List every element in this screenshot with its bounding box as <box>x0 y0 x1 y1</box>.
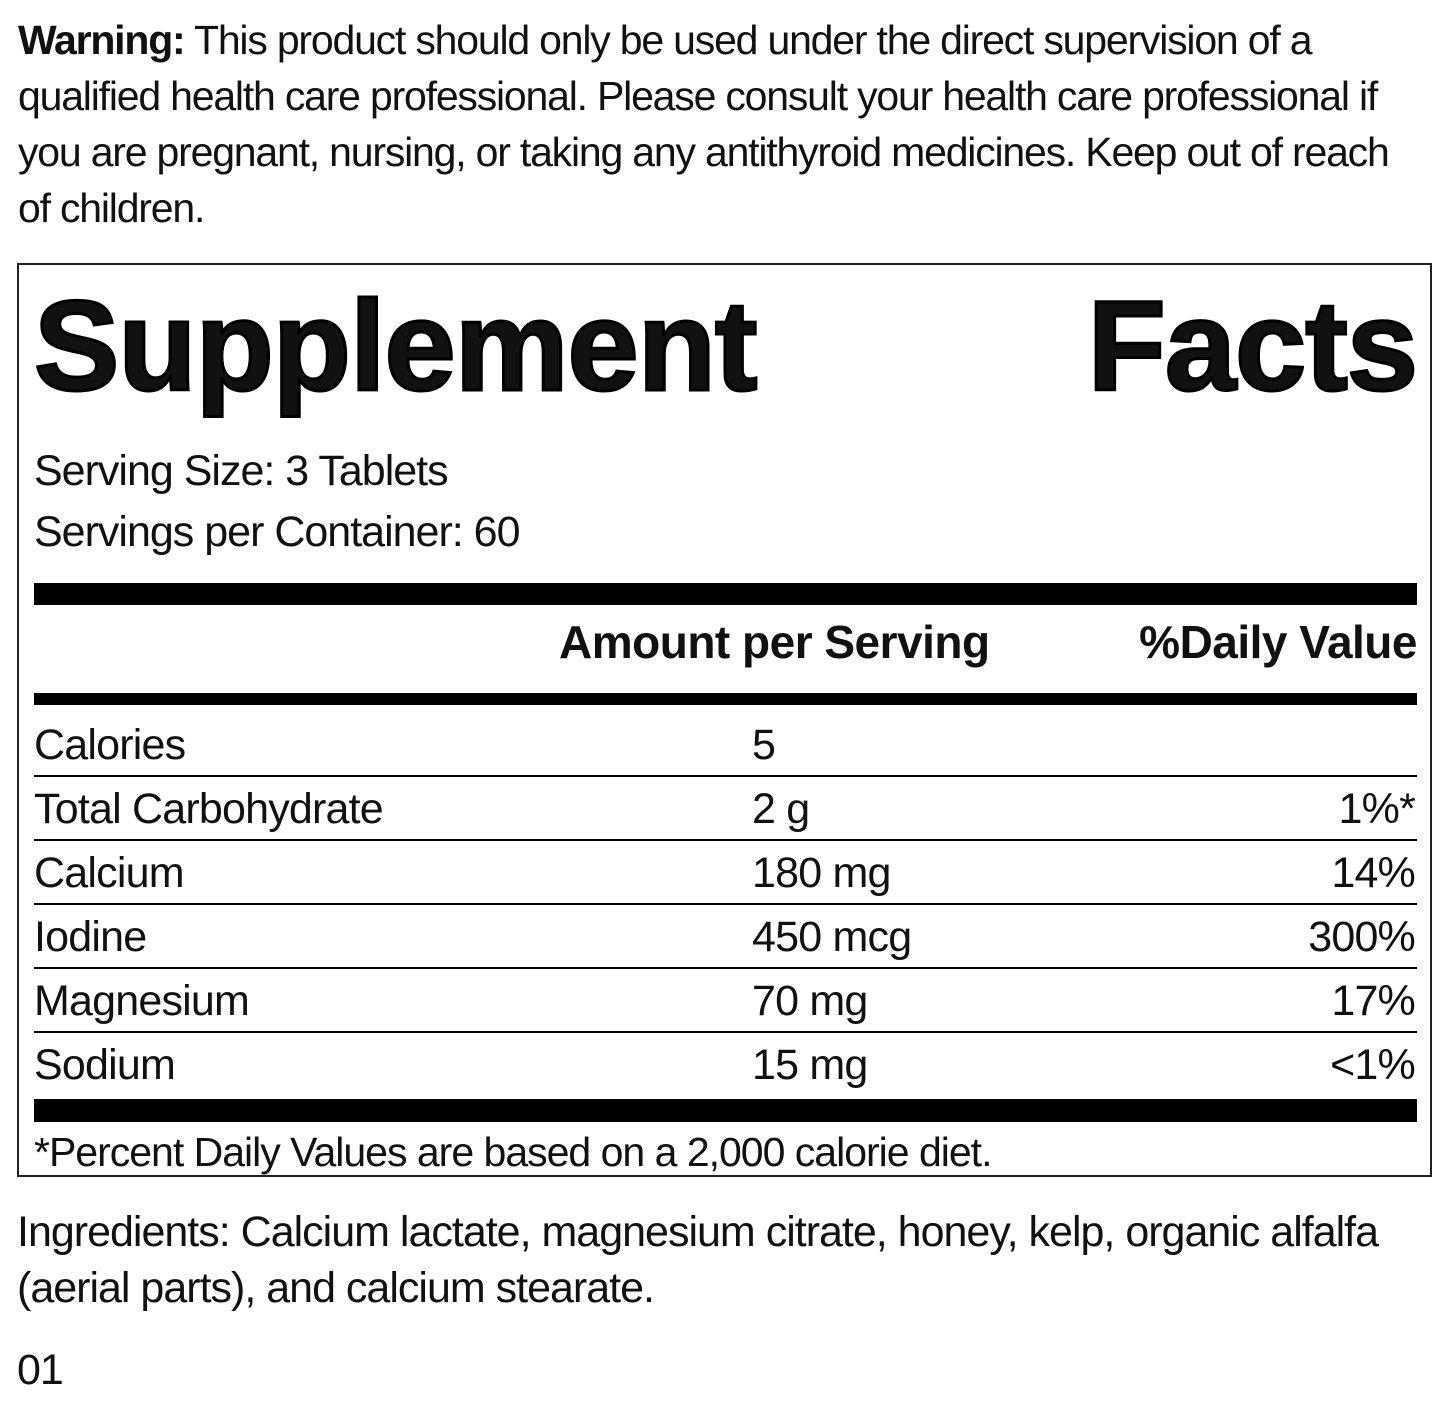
footnote: *Percent Daily Values are based on a 2,0… <box>34 1129 992 1175</box>
nutrient-row: Iodine 450 mcg 300% <box>34 905 1417 969</box>
divider <box>34 693 1417 705</box>
nutrient-name: Total Carbohydrate <box>34 785 384 833</box>
nutrient-name: Calories <box>34 721 186 769</box>
column-header: Amount per Serving %Daily Value <box>34 605 1417 693</box>
warning-text: This product should only be used under t… <box>18 17 1390 231</box>
column-amount: Amount per Serving <box>559 616 990 668</box>
nutrient-amount: 450 mcg <box>752 913 912 961</box>
nutrient-amount: 5 <box>752 721 776 769</box>
ingredients: Ingredients: Calcium lactate, magnesium … <box>17 1208 1379 1312</box>
serving-size: Serving Size: 3 Tablets <box>34 447 449 495</box>
facts-inner: Supplement Facts Serving Size: 3 Tablets… <box>33 265 1420 1182</box>
nutrient-dv: <1% <box>1330 1041 1416 1089</box>
nutrient-row: Total Carbohydrate 2 g 1%* <box>34 777 1417 841</box>
nutrient-row: Calories 5 <box>34 713 1417 777</box>
nutrient-row: Magnesium 70 mg 17% <box>34 969 1417 1033</box>
nutrient-amount: 15 mg <box>752 1041 868 1089</box>
facts-title: Supplement Facts <box>33 275 1420 418</box>
nutrient-dv: 17% <box>1331 977 1415 1025</box>
nutrient-name: Sodium <box>34 1041 176 1089</box>
facts-panel: Supplement Facts Serving Size: 3 Tablets… <box>17 263 1432 1177</box>
nutrient-row: Calcium 180 mg 14% <box>34 841 1417 905</box>
nutrient-dv: 300% <box>1308 913 1416 961</box>
nutrient-amount: 2 g <box>752 785 810 833</box>
column-dv: %Daily Value <box>1139 616 1417 668</box>
nutrient-row: Sodium 15 mg <1% <box>34 1033 1417 1095</box>
nutrient-dv: 14% <box>1331 849 1415 897</box>
nutrient-name: Magnesium <box>34 977 250 1025</box>
code: 01 <box>17 1346 64 1394</box>
warning: Warning: This product should only be use… <box>18 12 1428 236</box>
nutrient-amount: 180 mg <box>752 849 891 897</box>
servings-per-container: Servings per Container: 60 <box>34 508 521 556</box>
warning-label: Warning: <box>18 17 186 63</box>
nutrient-amount: 70 mg <box>752 977 868 1025</box>
divider <box>34 1099 1417 1122</box>
divider <box>34 583 1417 605</box>
nutrient-dv: 1%* <box>1338 785 1416 833</box>
nutrient-name: Calcium <box>34 849 185 897</box>
nutrient-rows: Calories 5 Total Carbohydrate 2 g 1%* Calcium… <box>34 713 1417 1095</box>
nutrient-name: Iodine <box>34 913 147 961</box>
